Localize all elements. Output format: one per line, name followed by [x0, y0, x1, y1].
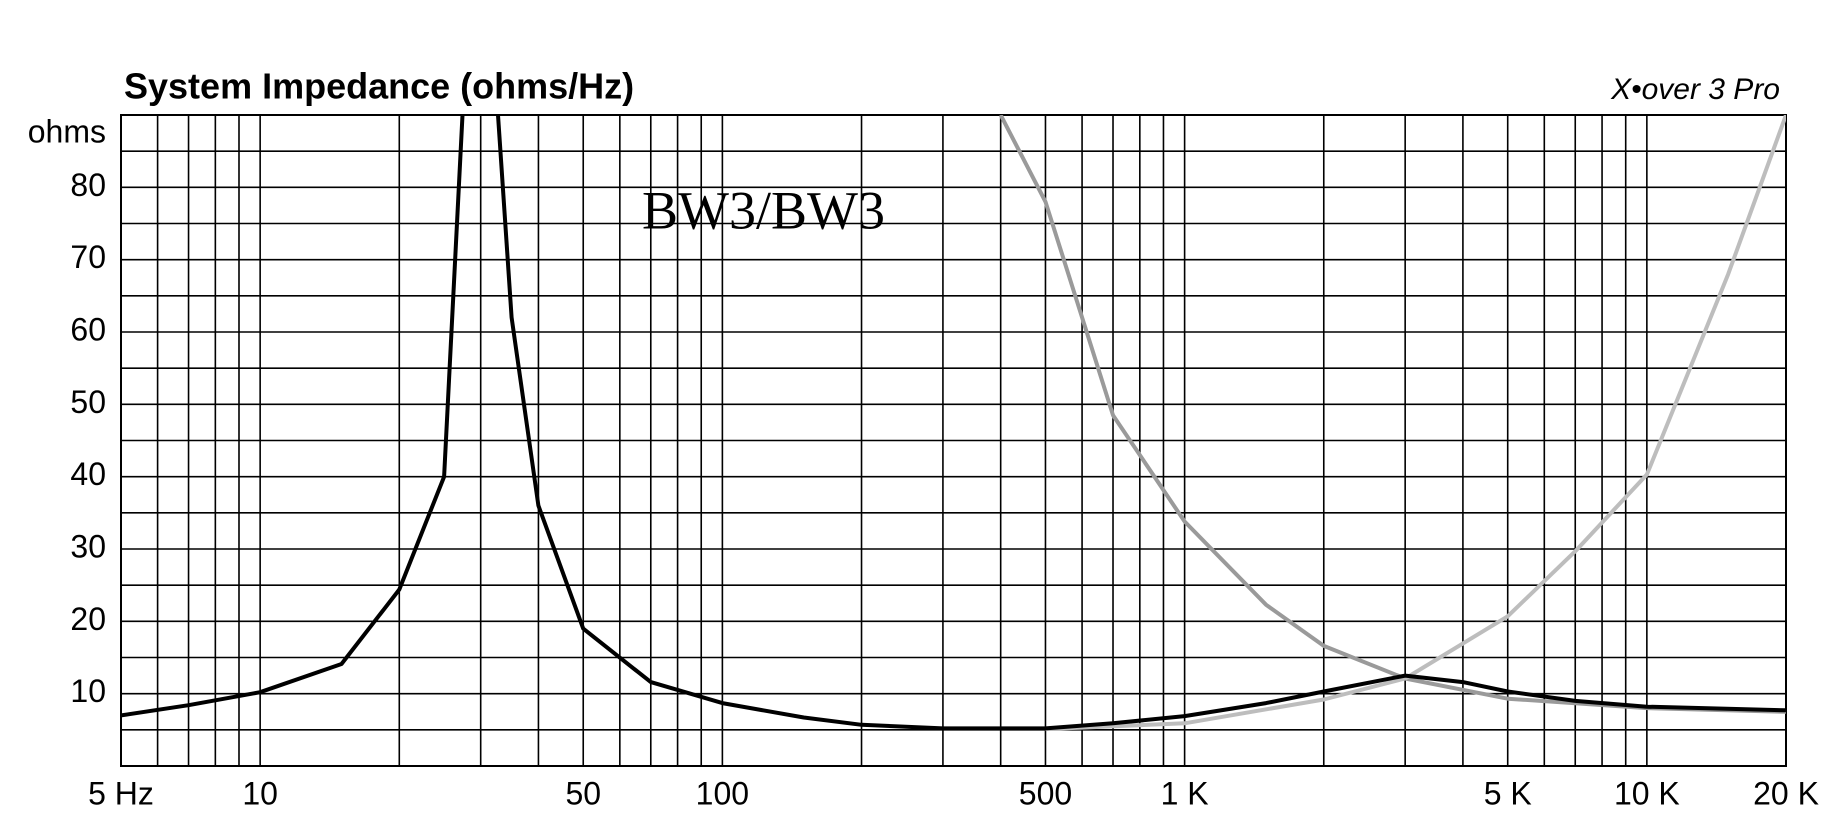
- y-unit: ohms: [28, 113, 106, 149]
- impedance-line: [121, 115, 1786, 731]
- impedance-line: [1045, 115, 1786, 732]
- x-tick-label: 500: [1019, 775, 1072, 811]
- y-tick-label: 40: [70, 456, 106, 492]
- x-tick-label: 100: [696, 775, 749, 811]
- x-tick-label: 5 K: [1484, 775, 1532, 811]
- y-tick-label: 10: [70, 673, 106, 709]
- brand: X•over 3 Pro: [1610, 73, 1780, 106]
- impedance-line: [998, 115, 1786, 714]
- y-tick-label: 80: [70, 167, 106, 203]
- x-tick-label: 5 Hz: [88, 775, 154, 811]
- x-tick-label: 20 K: [1753, 775, 1819, 811]
- annotation: BW3/BW3: [642, 180, 885, 240]
- y-tick-label: 50: [70, 384, 106, 420]
- x-tick-label: 10: [242, 775, 278, 811]
- x-tick-label: 50: [565, 775, 601, 811]
- y-tick-label: 70: [70, 239, 106, 275]
- chart-title: System Impedance (ohms/Hz): [124, 66, 634, 107]
- x-tick-label: 1 K: [1161, 775, 1209, 811]
- x-tick-label: 10 K: [1614, 775, 1680, 811]
- y-tick-label: 60: [70, 311, 106, 347]
- y-tick-label: 20: [70, 601, 106, 637]
- y-tick-label: 30: [70, 528, 106, 564]
